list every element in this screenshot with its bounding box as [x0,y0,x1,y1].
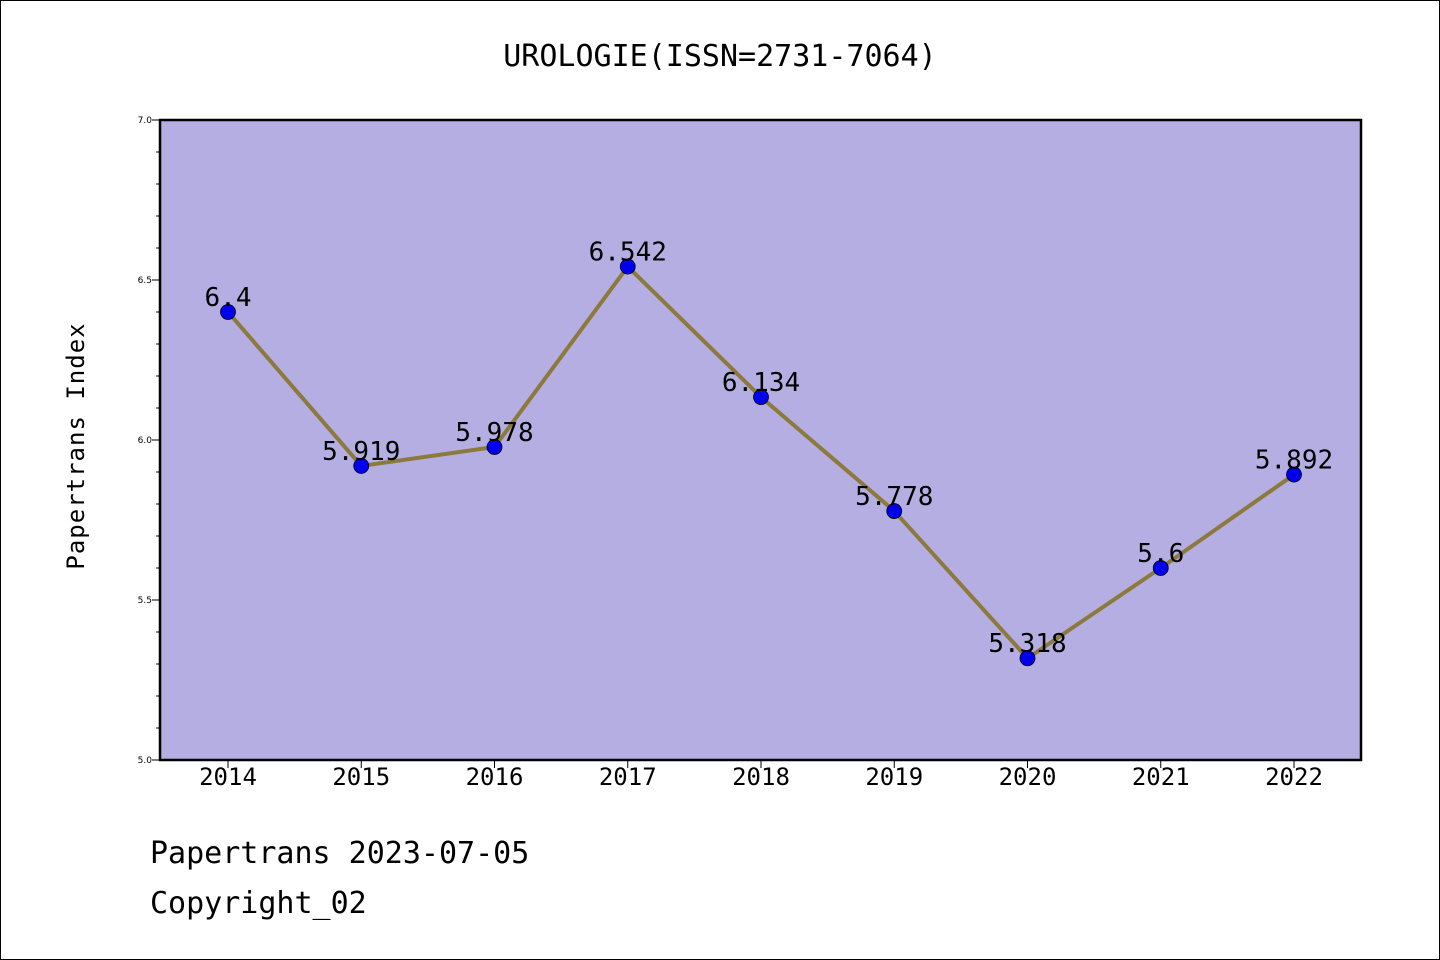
y-tick-label: 7.0 [138,116,153,126]
x-tick-label: 2020 [999,763,1057,791]
data-label: 6.542 [589,238,667,268]
data-point [353,458,370,474]
footer-date: Papertrans 2023-07-05 [150,836,530,871]
data-labels: 6.4 5.919 5.978 6.542 6.134 5.778 5.318 5.6 5.89… [205,238,1334,660]
x-tick-label: 2021 [1132,763,1190,791]
x-tick-label: 2017 [599,763,657,791]
x-tick-label: 2015 [332,763,390,791]
data-point [1152,560,1169,576]
plot-area [160,120,1361,760]
data-label: 5.318 [988,629,1066,659]
data-label: 5.778 [855,482,933,512]
data-point [1019,650,1036,667]
y-tick-label: 6.5 [138,276,152,286]
data-label: 5.892 [1255,446,1333,476]
x-tick-label: 2016 [466,763,524,791]
x-tick-label: 2014 [199,763,257,791]
x-axis: 2014 2015 2016 2017 2018 2019 2020 2021 2022 [199,760,1323,791]
plot-border [158,118,1363,762]
data-label: 6.4 [205,283,252,313]
y-axis: 5.0 5.5 6.0 6.5 7.0 [138,116,160,766]
data-point [619,258,636,275]
data-label: 5.919 [322,437,400,467]
y-tick-label: 5.0 [138,756,153,766]
x-tick-label: 2019 [865,763,923,791]
data-point [1286,466,1302,483]
x-tick-label: 2018 [732,763,790,791]
y-tick-label: 6.0 [138,436,153,446]
y-axis-label: Papertrans Index [62,322,90,569]
chart-title: UROLOGIE(ISSN=2731-7064) [503,39,936,74]
data-point [886,503,903,519]
data-point [753,389,769,406]
x-tick-label: 2022 [1265,763,1323,791]
footer-copyright: Copyright_02 [150,886,367,921]
data-point [220,304,236,320]
y-tick-label: 5.5 [138,596,152,606]
data-label: 5.6 [1137,539,1184,569]
data-point [486,439,503,455]
data-label: 5.978 [455,418,533,448]
data-points [220,258,1302,667]
data-label: 6.134 [722,368,800,398]
